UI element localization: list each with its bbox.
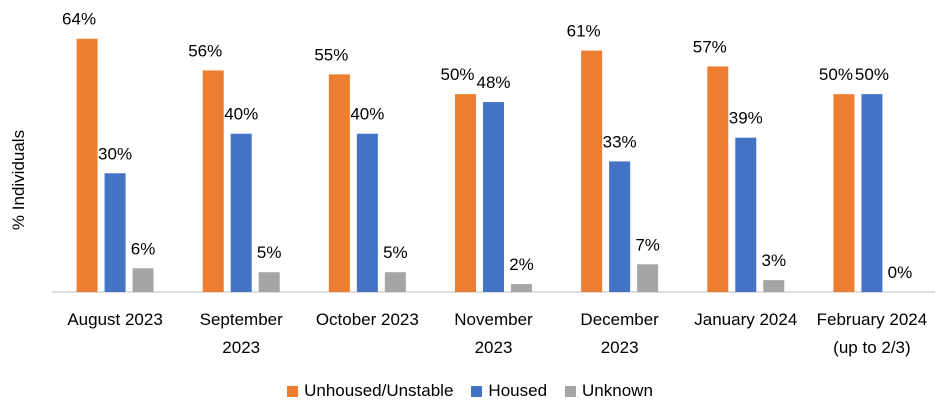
legend-label: Housed <box>488 381 548 400</box>
data-label: 30% <box>98 144 132 163</box>
data-label: 64% <box>62 10 96 29</box>
bar <box>356 133 378 292</box>
data-label: 56% <box>188 41 222 60</box>
x-tick-label: September 2023 <box>199 310 283 357</box>
bar <box>609 161 631 292</box>
bar <box>861 94 883 293</box>
y-axis-label: % Individuals <box>9 130 28 230</box>
bar <box>637 264 659 292</box>
legend: Unhoused/Unstable Housed Unknown <box>0 381 940 401</box>
data-label: 39% <box>729 109 763 128</box>
bar <box>104 173 126 292</box>
data-label: 40% <box>350 105 384 124</box>
legend-label: Unknown <box>582 381 653 400</box>
bar <box>384 272 406 292</box>
legend-swatch <box>287 385 299 397</box>
data-label: 3% <box>761 251 786 270</box>
data-label: 5% <box>383 243 408 262</box>
data-label: 0% <box>888 263 913 282</box>
data-label: 48% <box>476 73 510 92</box>
data-label: 61% <box>567 22 601 41</box>
data-label: 33% <box>603 132 637 151</box>
bar <box>132 268 154 292</box>
bar <box>483 102 504 292</box>
x-tick-label: January 2024 <box>694 310 798 329</box>
data-label: 6% <box>131 239 156 258</box>
x-tick-label: December 2023 <box>580 310 659 357</box>
bar <box>455 94 476 293</box>
bar <box>735 137 757 292</box>
data-label: 7% <box>635 235 660 254</box>
bar <box>76 38 98 292</box>
legend-item: Housed <box>471 381 547 401</box>
x-tick-label: October 2023 <box>315 310 419 329</box>
x-tick-label: August 2023 <box>67 310 163 329</box>
bar <box>763 280 785 292</box>
data-label: 2% <box>509 255 534 274</box>
bar <box>707 66 729 292</box>
data-label: 50% <box>855 65 889 84</box>
data-label: 55% <box>314 45 348 64</box>
x-tick-label: November 2023 <box>454 310 533 357</box>
bar <box>511 284 532 292</box>
legend-label: Unhoused/Unstable <box>304 381 454 400</box>
bar <box>833 94 855 293</box>
legend-item: Unhoused/Unstable <box>287 381 453 401</box>
bar <box>230 133 252 292</box>
data-label: 5% <box>257 243 282 262</box>
legend-item: Unknown <box>565 381 653 401</box>
bar <box>581 50 603 292</box>
bar <box>202 70 224 293</box>
legend-swatch <box>471 385 483 397</box>
legend-swatch <box>565 385 577 397</box>
data-label: 50% <box>440 65 474 84</box>
x-tick-label: February 2024 (up to 2/3) <box>816 310 928 357</box>
data-label: 50% <box>819 65 853 84</box>
data-label: 57% <box>693 37 727 56</box>
data-label: 40% <box>224 105 258 124</box>
bar <box>328 74 350 292</box>
bar <box>258 272 280 292</box>
